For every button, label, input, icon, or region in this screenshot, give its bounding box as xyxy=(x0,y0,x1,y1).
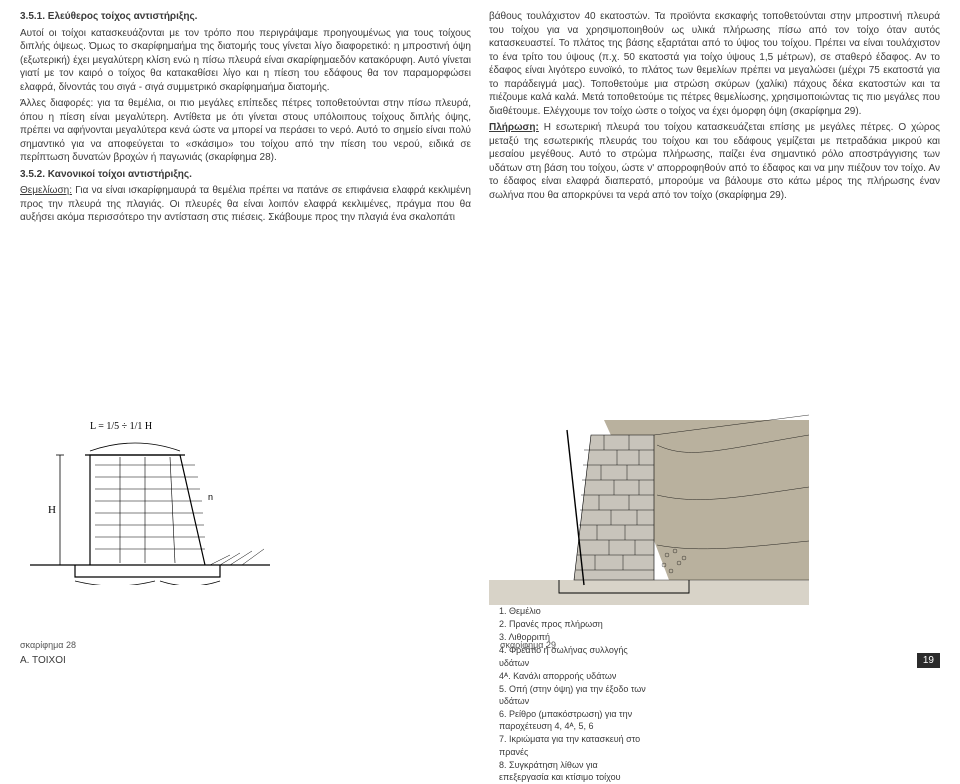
legend-item: 6. Ρείθρο (μπακόστρωση) για την παροχέτε… xyxy=(499,708,649,732)
caption-28: σκαρίφημα 28 xyxy=(20,640,76,650)
para-r2-body: Η εσωτερική πλευρά του τοίχου κατασκευάζ… xyxy=(489,122,940,201)
legend-item: 7. Ικριώματα για την κατασκευή στο πρανέ… xyxy=(499,733,649,757)
fig28-formula: L = 1/5 ÷ 1/1 H xyxy=(90,421,152,432)
para-l3: Θεμελίωση: Για να είναι ισκαρίφημαυρά τα… xyxy=(20,184,471,225)
legend-item: 1. Θεμέλιο xyxy=(499,605,649,617)
page-number: 19 xyxy=(917,653,940,668)
run-label-themeliosi: Θεμελίωση: xyxy=(20,185,72,196)
heading-352: 3.5.2. Κανονικοί τοίχοι αντιστήριξης. xyxy=(20,168,471,182)
legend-item: 2. Πρανές προς πλήρωση xyxy=(499,618,649,630)
footer-section: Α. ΤΟΙΧΟΙ xyxy=(20,655,66,666)
heading-351: 3.5.1. Ελεύθερος τοίχος αντιστήριξης. xyxy=(20,10,471,24)
para-l3-body: Για να είναι ισκαρίφημαυρά τα θεμέλια πρ… xyxy=(20,185,471,223)
left-column: 3.5.1. Ελεύθερος τοίχος αντιστήριξης. Αυ… xyxy=(20,10,471,228)
figure-29-legend: 1. Θεμέλιο 2. Πρανές προς πλήρωση 3. Λιθ… xyxy=(489,605,649,784)
fig28-face-mark: n xyxy=(208,492,213,502)
figure-28: H L = 1/5 ÷ 1/1 H 0.70 1.00 n xyxy=(20,405,471,784)
para-r1: βάθους τουλάχιστον 40 εκατοστών. Τα προϊ… xyxy=(489,10,940,118)
legend-item: 8. Συγκράτηση λίθων για επεξεργασία και … xyxy=(499,759,649,783)
right-column: βάθους τουλάχιστον 40 εκατοστών. Τα προϊ… xyxy=(489,10,940,228)
para-l1: Αυτοί οι τοίχοι κατασκευάζονται με τον τ… xyxy=(20,27,471,95)
para-l2: Άλλες διαφορές: για τα θεμέλια, οι πιο μ… xyxy=(20,97,471,165)
caption-29: σκαρίφημα 29 xyxy=(500,640,556,650)
figure-29: 1. Θεμέλιο 2. Πρανές προς πλήρωση 3. Λιθ… xyxy=(489,405,940,784)
legend-item: 5. Οπή (στην όψη) για την έξοδο των υδάτ… xyxy=(499,683,649,707)
fig29-ground xyxy=(489,580,809,605)
run-label-plirosi: Πλήρωση: xyxy=(489,122,539,133)
para-r2: Πλήρωση: Η εσωτερική πλευρά του τοίχου κ… xyxy=(489,121,940,202)
svg-text:H: H xyxy=(48,504,56,516)
